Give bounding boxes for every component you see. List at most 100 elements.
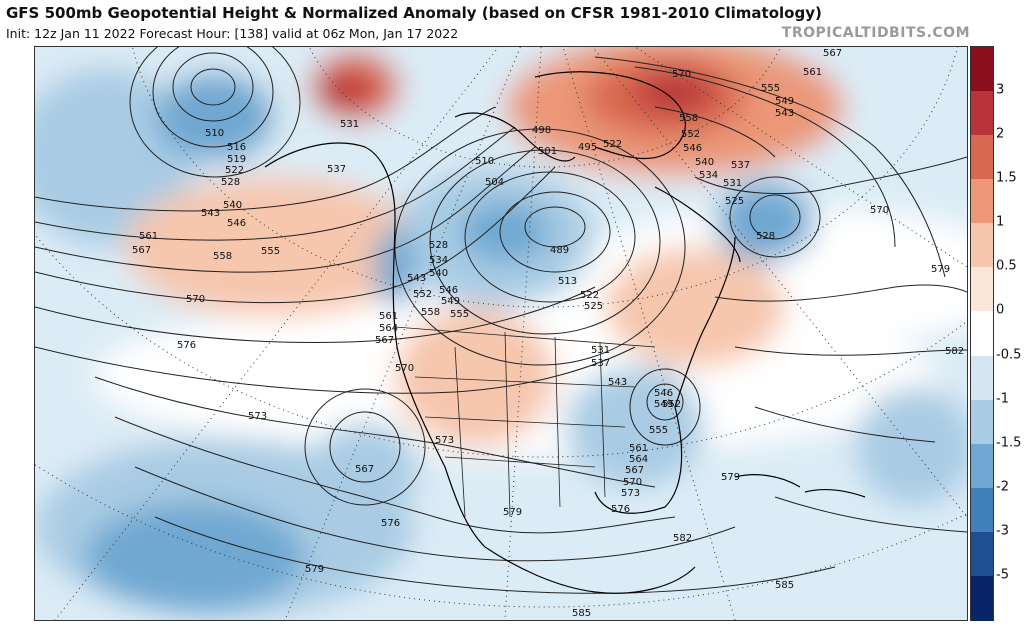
contour-label: 528 [221,177,240,188]
contour-label: 519 [227,154,246,165]
contour-label: 510 [475,156,494,167]
graticule [35,47,967,620]
contour-label: 549 [441,296,460,307]
colorbar-segment [971,311,993,357]
contour-label: 570 [672,69,691,80]
brand-watermark: TROPICALTIDBITS.COM [781,25,970,41]
colorbar-segment [971,223,993,269]
contour-label: 534 [699,170,718,181]
contour-label: 510 [205,128,224,139]
contour-label: 552 [662,399,681,410]
colorbar-tick-label: 1.5 [996,170,1017,186]
contour-label: 546 [439,285,458,296]
contour-label: 522 [603,139,622,150]
contour-label: 576 [381,518,400,529]
contour-label: 543 [201,208,220,219]
contour-label: 543 [407,273,426,284]
contour-label: 567 [355,464,374,475]
contour-label: 522 [580,290,599,301]
map-canvas: 567 570 561 555 549 543 558 552 546 540 … [35,47,967,620]
contour-label: 549 [775,96,794,107]
contour-label: 543 [608,377,627,388]
anomaly-colorbar [970,46,994,621]
colorbar-tick-label: -1 [996,391,1009,407]
contour-label: 576 [611,504,630,515]
contour-label: 585 [775,580,794,591]
contour-label: 567 [823,48,842,59]
contour-label: 504 [485,177,504,188]
contour-label: 528 [429,240,448,251]
contour-label: 555 [450,309,469,320]
colorbar-tick-label: 0.5 [996,258,1017,274]
contour-label: 531 [591,345,610,356]
colorbar-segment [971,91,993,137]
contour-label: 573 [248,411,267,422]
contour-label: 558 [679,113,698,124]
contour-label: 525 [584,301,603,312]
contour-label: 561 [629,443,648,454]
contour-label: 567 [625,465,644,476]
contour-label: 573 [621,488,640,499]
contour-label: 537 [591,358,610,369]
contour-label: 522 [225,165,244,176]
colorbar-tick-label: 1 [996,214,1005,230]
contour-label: 546 [683,143,702,154]
contour-label: 531 [723,178,742,189]
contour-label: 549 [654,399,673,410]
contour-label: 558 [213,251,232,262]
contour-label: 555 [261,246,280,257]
contour-label: 570 [870,205,889,216]
colorbar-tick-label: -1.5 [996,435,1022,451]
contour-label: 543 [775,108,794,119]
colorbar-tick-label: -5 [996,567,1009,583]
contour-label: 558 [421,307,440,318]
contour-label: 567 [132,245,151,256]
forecast-subtitle: Init: 12z Jan 11 2022 Forecast Hour: [13… [6,26,459,41]
colorbar-tick-label: -2 [996,479,1009,495]
contour-label: 561 [379,311,398,322]
colorbar-segment [971,355,993,401]
contour-label: 537 [731,160,750,171]
contour-label: 579 [931,264,950,275]
contour-label: 534 [429,255,448,266]
colorbar-tick-label: 0 [996,302,1005,318]
contour-label: 576 [177,340,196,351]
contour-label: 525 [725,196,744,207]
contour-label: 528 [756,231,775,242]
contour-label: 570 [623,477,642,488]
contour-label: 570 [186,294,205,305]
contour-label: 552 [413,289,432,300]
anomaly-map[interactable]: 567 570 561 555 549 543 558 552 546 540 … [34,46,968,621]
contour-label: 573 [435,435,454,446]
contour-label: 555 [761,83,780,94]
contour-label: 567 [375,335,394,346]
colorbar-segment [971,443,993,489]
colorbar-segment [971,531,993,577]
coastlines [264,71,866,594]
colorbar-segment [971,267,993,313]
contour-label: 540 [429,268,448,279]
contour-label: 582 [945,346,964,357]
colorbar-segment [971,399,993,445]
contour-label: 540 [223,200,242,211]
contour-label: 585 [572,608,591,619]
contour-label: 579 [721,472,740,483]
political-borders [394,326,656,518]
contour-label: 552 [681,129,700,140]
contour-label: 579 [503,507,522,518]
contour-label: 564 [379,323,398,334]
colorbar-segment [971,179,993,225]
contour-label: 495 [578,142,597,153]
anomaly-shading [35,47,967,620]
colorbar-tick-label: -0.5 [996,347,1022,363]
contour-labels: 567 570 561 555 549 543 558 552 546 540 … [132,48,964,619]
colorbar-tick-label: 2 [996,126,1005,142]
contour-label: 579 [305,564,324,575]
colorbar-segment [971,575,993,621]
colorbar-segment [971,135,993,181]
contour-label: 546 [227,218,246,229]
contour-label: 531 [340,119,359,130]
contour-label: 564 [629,454,648,465]
contour-label: 489 [550,245,569,256]
contour-label: 561 [803,67,822,78]
